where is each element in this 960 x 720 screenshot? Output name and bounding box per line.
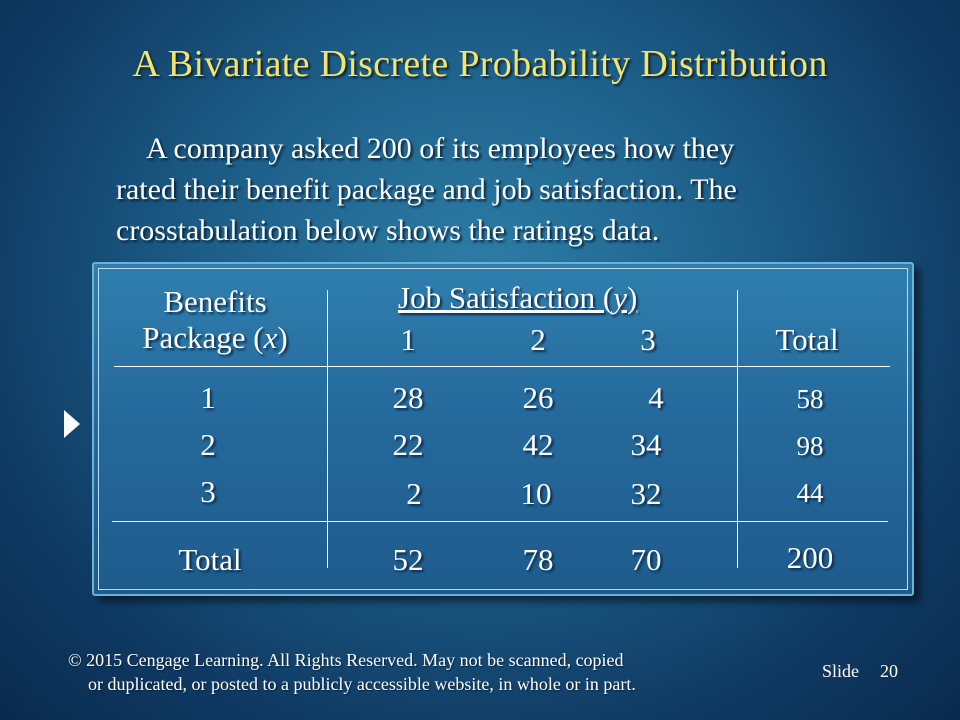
crosstab-panel	[92, 262, 914, 596]
intro-line: rated their benefit package and job sati…	[116, 173, 737, 206]
cell-2-2: 42	[522, 427, 554, 462]
row-label-2: 2	[200, 427, 216, 462]
intro-paragraph: A company asked 200 of its employees how…	[116, 128, 876, 251]
row-total-3: 44	[796, 478, 824, 508]
cell-2-3: 34	[630, 427, 662, 462]
cell-3-3: 32	[630, 476, 662, 511]
copyright-notice: © 2015 Cengage Learning. All Rights Rese…	[68, 648, 636, 696]
panel-border	[98, 268, 908, 590]
col-header-1: 1	[400, 322, 416, 357]
cell-1-2: 26	[522, 380, 554, 415]
grand-total: 200	[786, 540, 834, 575]
col-header-total: Total	[775, 322, 839, 357]
header-rule	[114, 366, 890, 367]
slide-title: A Bivariate Discrete Probability Distrib…	[132, 43, 828, 85]
total-rule	[112, 521, 888, 522]
col-header-2: 2	[530, 322, 546, 357]
col-total-1: 52	[392, 542, 424, 577]
row-header-line1: Benefits	[163, 284, 267, 319]
slide-label: Slide	[822, 661, 860, 681]
row-label-divider	[327, 290, 328, 568]
triangle-bullet-icon	[64, 410, 80, 438]
row-label-3: 3	[200, 474, 216, 509]
cell-3-2: 10	[520, 476, 552, 511]
total-row-label: Total	[178, 542, 242, 577]
intro-line: crosstabulation below shows the ratings …	[116, 214, 660, 247]
cell-2-1: 22	[392, 427, 424, 462]
row-label-1: 1	[200, 380, 216, 415]
col-total-2: 78	[522, 542, 554, 577]
col-total-3: 70	[630, 542, 662, 577]
cell-1-1: 28	[392, 380, 424, 415]
col-header-3: 3	[640, 322, 656, 357]
column-group-header: Job Satisfaction (y)	[398, 280, 638, 315]
copyright-line: © 2015 Cengage Learning. All Rights Rese…	[68, 650, 624, 670]
copyright-line: or duplicated, or posted to a publicly a…	[88, 674, 636, 694]
total-divider	[737, 290, 738, 568]
row-header-line2: Package (x)	[142, 320, 288, 355]
slide-number: 20	[880, 661, 898, 681]
intro-line: A company asked 200 of its employees how…	[146, 132, 735, 165]
row-total-2: 98	[796, 431, 824, 461]
cell-1-3: 4	[648, 380, 664, 415]
cell-3-1: 2	[406, 476, 422, 511]
row-total-1: 58	[796, 384, 824, 414]
